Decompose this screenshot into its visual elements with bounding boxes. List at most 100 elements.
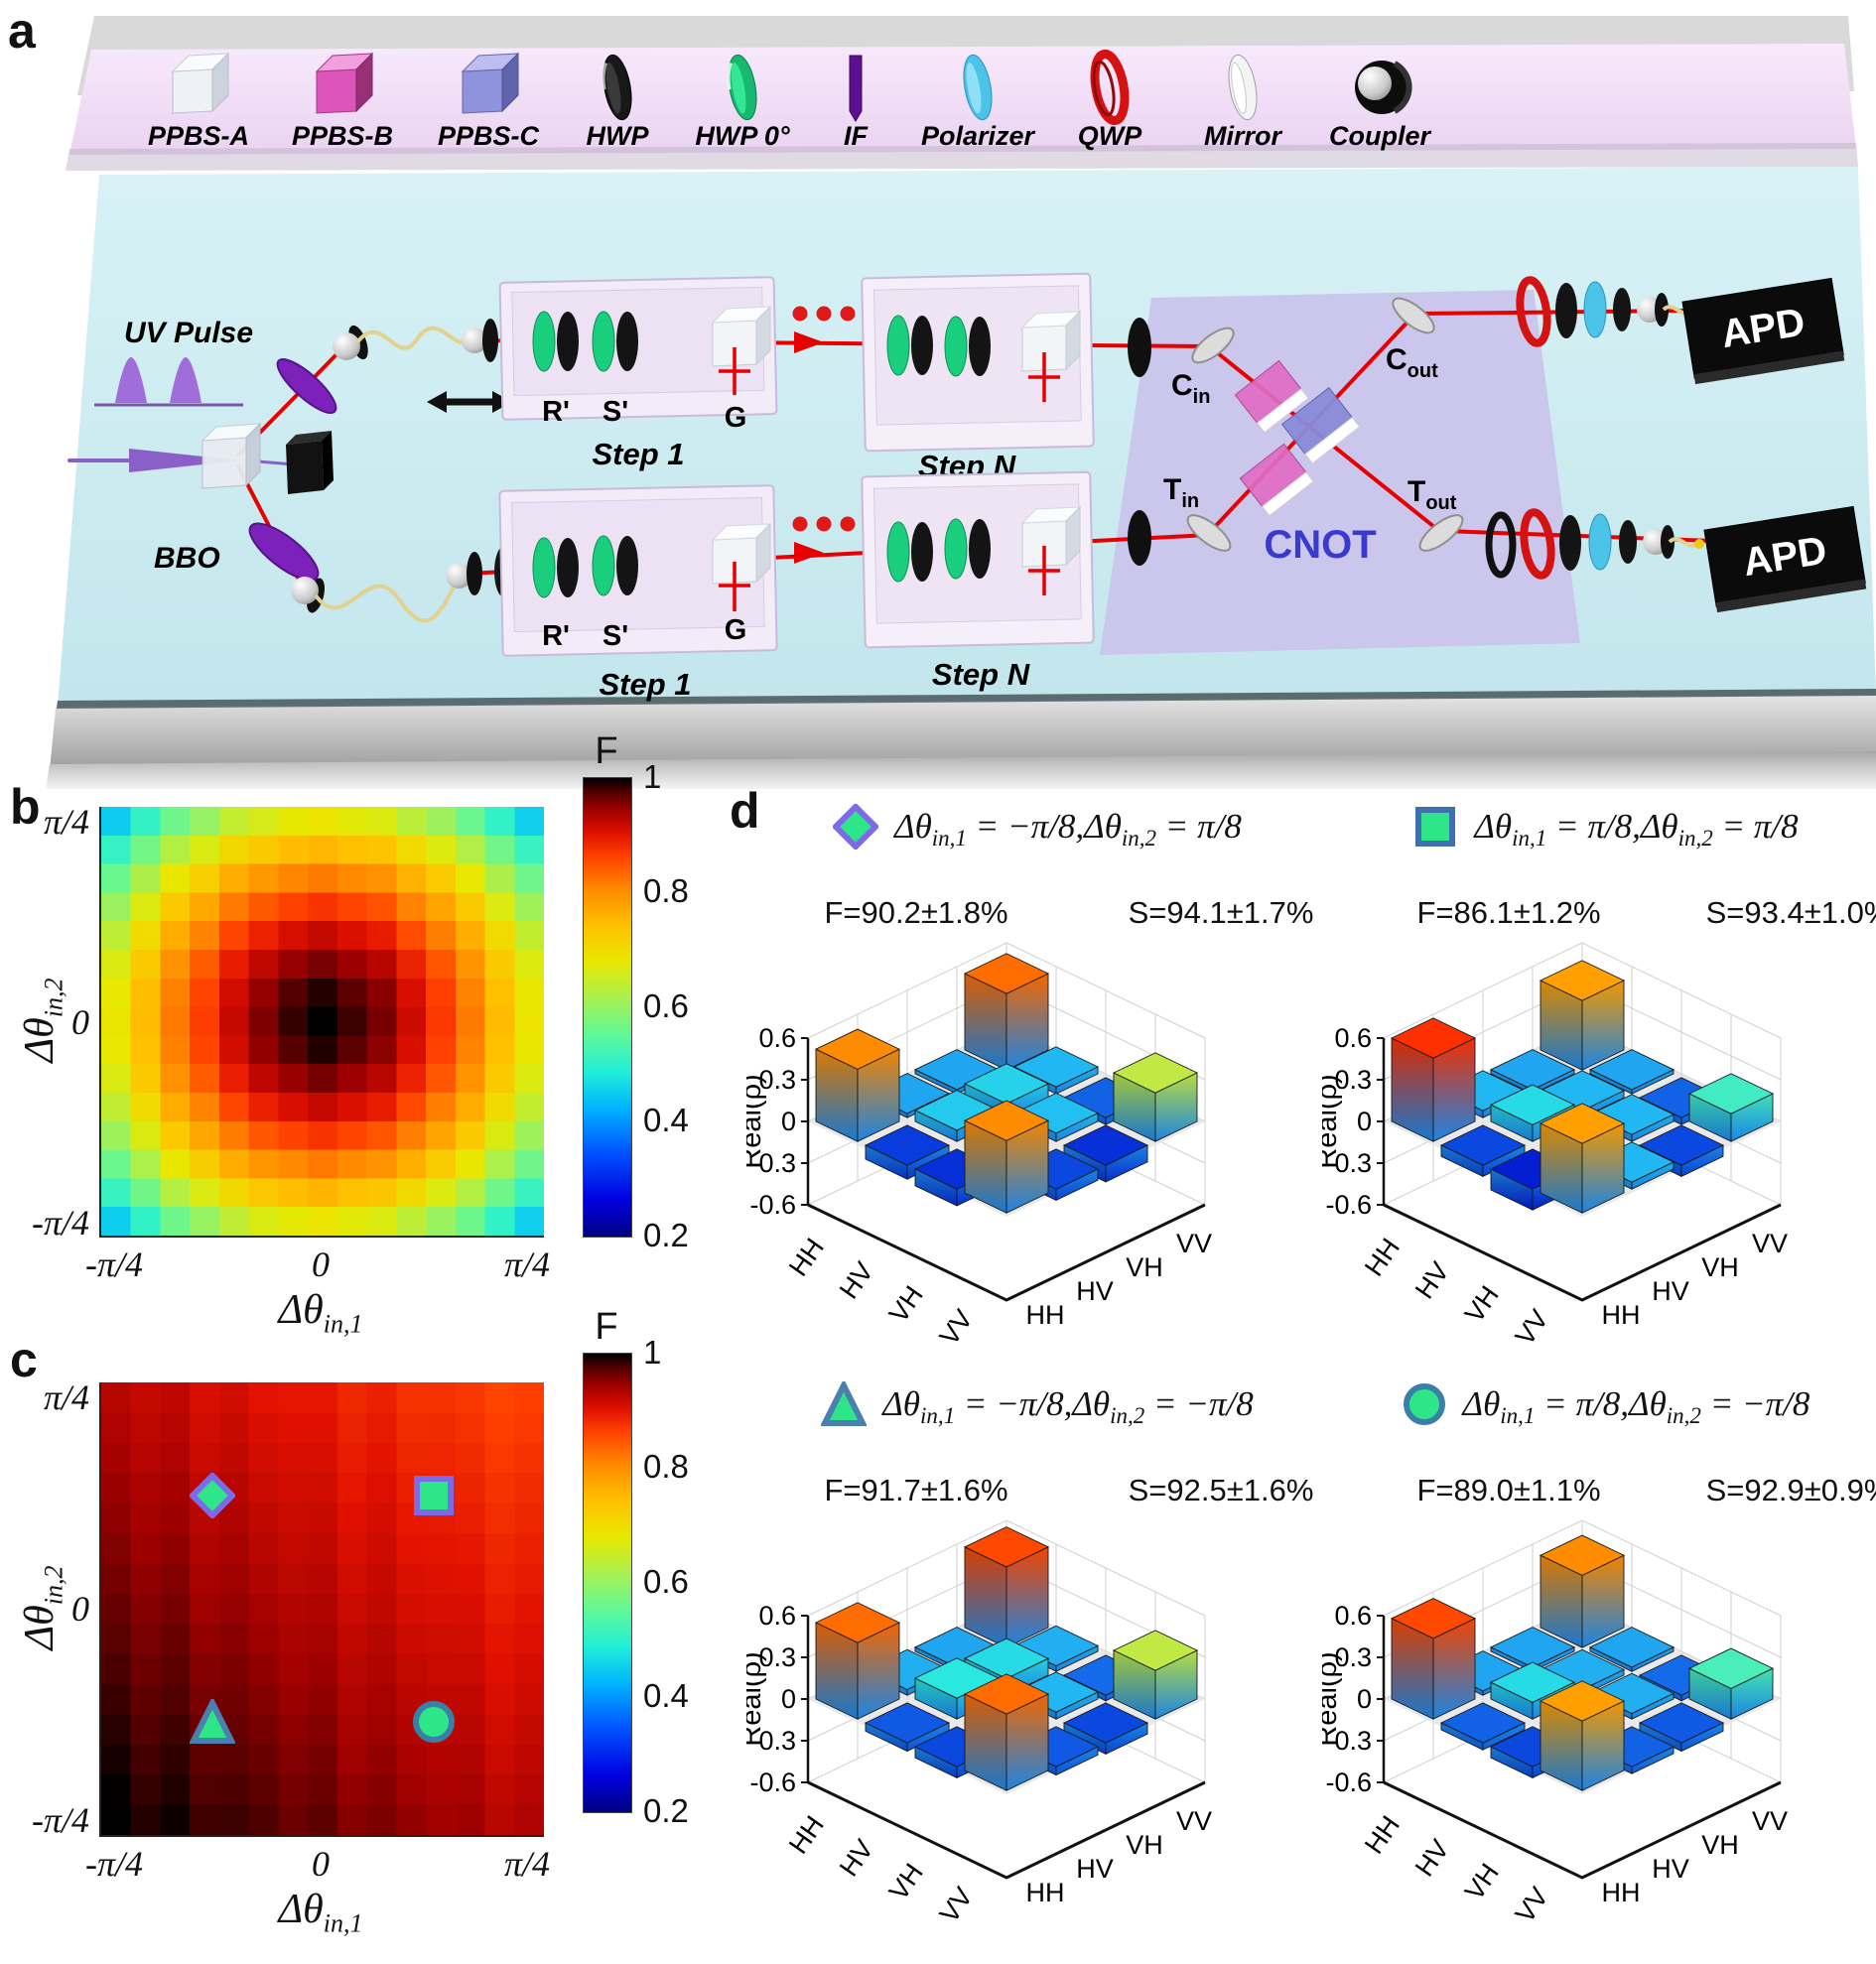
c-xlabel: Δθin,1 (278, 1887, 363, 1938)
b-cbtick-1: 1 (643, 758, 662, 795)
d-plot3-similarity: S=92.5±1.6% (1128, 1473, 1314, 1507)
mirror-disc (1392, 297, 1435, 334)
s-prime-label: S' (603, 620, 628, 652)
row-tick-label: HH (1359, 1810, 1406, 1859)
c-out-label: Cout (1386, 343, 1438, 382)
ppbs-c-cube (1280, 386, 1361, 464)
bbo-crystal (201, 422, 262, 489)
d-plot3-fidelity: F=91.7±1.6% (824, 1473, 1008, 1507)
stepN-label: Step N (932, 657, 1030, 692)
row-tick-label: HH (783, 1233, 830, 1281)
apd-detector: APD (1681, 277, 1845, 385)
ppbs-b-cube (1234, 359, 1309, 434)
col-tick-label: HH (1026, 1878, 1065, 1907)
bar-top (963, 1100, 1050, 1141)
if-filter (1613, 288, 1631, 331)
b-ytick-0: 0 (71, 1002, 89, 1042)
bar-top (1390, 1598, 1477, 1639)
b-xtick-0: 0 (312, 1244, 330, 1284)
circle-marker-icon (1402, 1381, 1447, 1432)
r-prime-label: R' (542, 620, 570, 652)
legend-label: PPBS-A (148, 121, 249, 151)
r-prime-label: R' (542, 396, 570, 428)
g-plate-cube (1020, 310, 1082, 402)
bar-top (1539, 960, 1626, 1001)
legend-item-hwp: HWP (587, 54, 650, 151)
waveplate-pair (886, 521, 933, 583)
c-colorbar (583, 1353, 632, 1813)
c-in-label: Cin (1171, 369, 1210, 408)
density-matrix-plot-4: 0.6 0.3 0 -0.3 -0.6 Real(ρ) HH HV VH VV HH HV VH VV (1311, 1510, 1876, 1947)
z-tick-label: -0.6 (749, 1190, 796, 1220)
row-tick-label: VH (1459, 1858, 1505, 1905)
b-ytick-negpi4: -π/4 (31, 1203, 89, 1243)
col-tick-label: VV (1176, 1806, 1212, 1836)
d-plot2-equation: Δθin,1 = π/8,Δθin,2 = π/8 (1474, 806, 1799, 851)
optical-fiber (314, 577, 461, 623)
mirror-disc (1191, 327, 1235, 364)
g-plate-cube (711, 522, 772, 611)
density-matrix-plot-2: 0.6 0.3 0 -0.3 -0.6 Real(ρ) HH HV VH VV HH HV VH VV (1311, 933, 1876, 1370)
waveplate-pair-S (592, 535, 638, 596)
z-tick-label: 0 (1357, 1107, 1372, 1136)
beam-arrowhead (794, 542, 824, 564)
bar-top (1439, 1702, 1527, 1744)
g-label: G (725, 402, 747, 434)
hwp-disc (1128, 510, 1151, 566)
bar-top (1687, 1647, 1775, 1689)
triangle-map-marker (189, 1699, 235, 1744)
if-filter (1619, 520, 1637, 564)
z-tick-label: 0.6 (1334, 1023, 1372, 1053)
optical-fiber (355, 326, 468, 350)
bar-top (1588, 1049, 1675, 1091)
legend-label: QWP (1078, 121, 1142, 151)
panel-d-label: d (730, 783, 760, 839)
d-plot1-similarity: S=94.1±1.7% (1128, 895, 1314, 930)
z-tick-label: 0.3 (1334, 1065, 1372, 1095)
b-xlabel: Δθin,1 (278, 1287, 363, 1339)
dichroic-mirror (248, 522, 320, 582)
bar-top (1489, 1049, 1576, 1091)
legend-label: HWP (587, 121, 650, 151)
c-cbtick-1: 1 (643, 1334, 662, 1371)
col-tick-label: HV (1652, 1276, 1689, 1306)
z-tick-label: -0.3 (1325, 1148, 1372, 1178)
ppbs-b-cube (1239, 443, 1314, 517)
fiber-connector (1694, 539, 1704, 549)
waveplate-pair (944, 518, 991, 580)
row-tick-label: VV (934, 1882, 979, 1928)
bar-top (1489, 1627, 1576, 1668)
row-tick-label: VV (1510, 1882, 1554, 1928)
coupler-sphere-icon (1355, 61, 1412, 114)
z-tick-label: 0.6 (758, 1023, 796, 1053)
polarizer-disc (1583, 281, 1607, 338)
row-tick-label: HH (783, 1810, 830, 1859)
col-tick-label: HV (1652, 1854, 1689, 1884)
legend-item-hwp0: HWP 0° (695, 54, 790, 151)
target-rail: R' S' G Step 1 (446, 470, 1151, 702)
row-tick-label: VH (883, 1280, 929, 1328)
row-tick-label: VV (934, 1304, 979, 1351)
step1-label: Step 1 (599, 667, 691, 702)
row-tick-label: VH (883, 1858, 929, 1905)
d-plot2-header: Δθin,1 = π/8,Δθin,2 = π/8 (1335, 794, 1876, 863)
col-tick-label: HH (1602, 1300, 1641, 1330)
col-tick-label: VV (1752, 1806, 1788, 1836)
z-tick-label: 0 (1357, 1684, 1372, 1714)
heatmap-c-cells (101, 1382, 544, 1835)
d-plot4-equation: Δθin,1 = π/8,Δθin,2 = −π/8 (1462, 1383, 1810, 1428)
row-tick-label: HV (834, 1834, 879, 1882)
z-tick-label: 0 (781, 1684, 796, 1714)
c-colorbar-title: F (595, 1306, 618, 1348)
col-tick-label: VH (1126, 1830, 1163, 1860)
d-plot3-header: Δθin,1 = −π/8,Δθin,2 = −π/8 (764, 1372, 1310, 1441)
d-plot1-equation: Δθin,1 = −π/8,Δθin,2 = π/8 (894, 806, 1242, 851)
beam-dump (286, 431, 334, 494)
d-plot2-similarity: S=93.4±1.0% (1705, 895, 1876, 930)
square-map-marker (413, 1476, 454, 1515)
legend-label: Coupler (1329, 121, 1431, 151)
d-plot3-equation: Δθin,1 = −π/8,Δθin,2 = −π/8 (882, 1383, 1254, 1428)
legend-label: Mirror (1204, 121, 1283, 151)
density-matrix-plot-1: 0.6 0.3 0 -0.3 -0.6 Real(ρ) HH HV VH VV HH HV VH VV (736, 933, 1302, 1370)
bar-top (1489, 1084, 1576, 1125)
